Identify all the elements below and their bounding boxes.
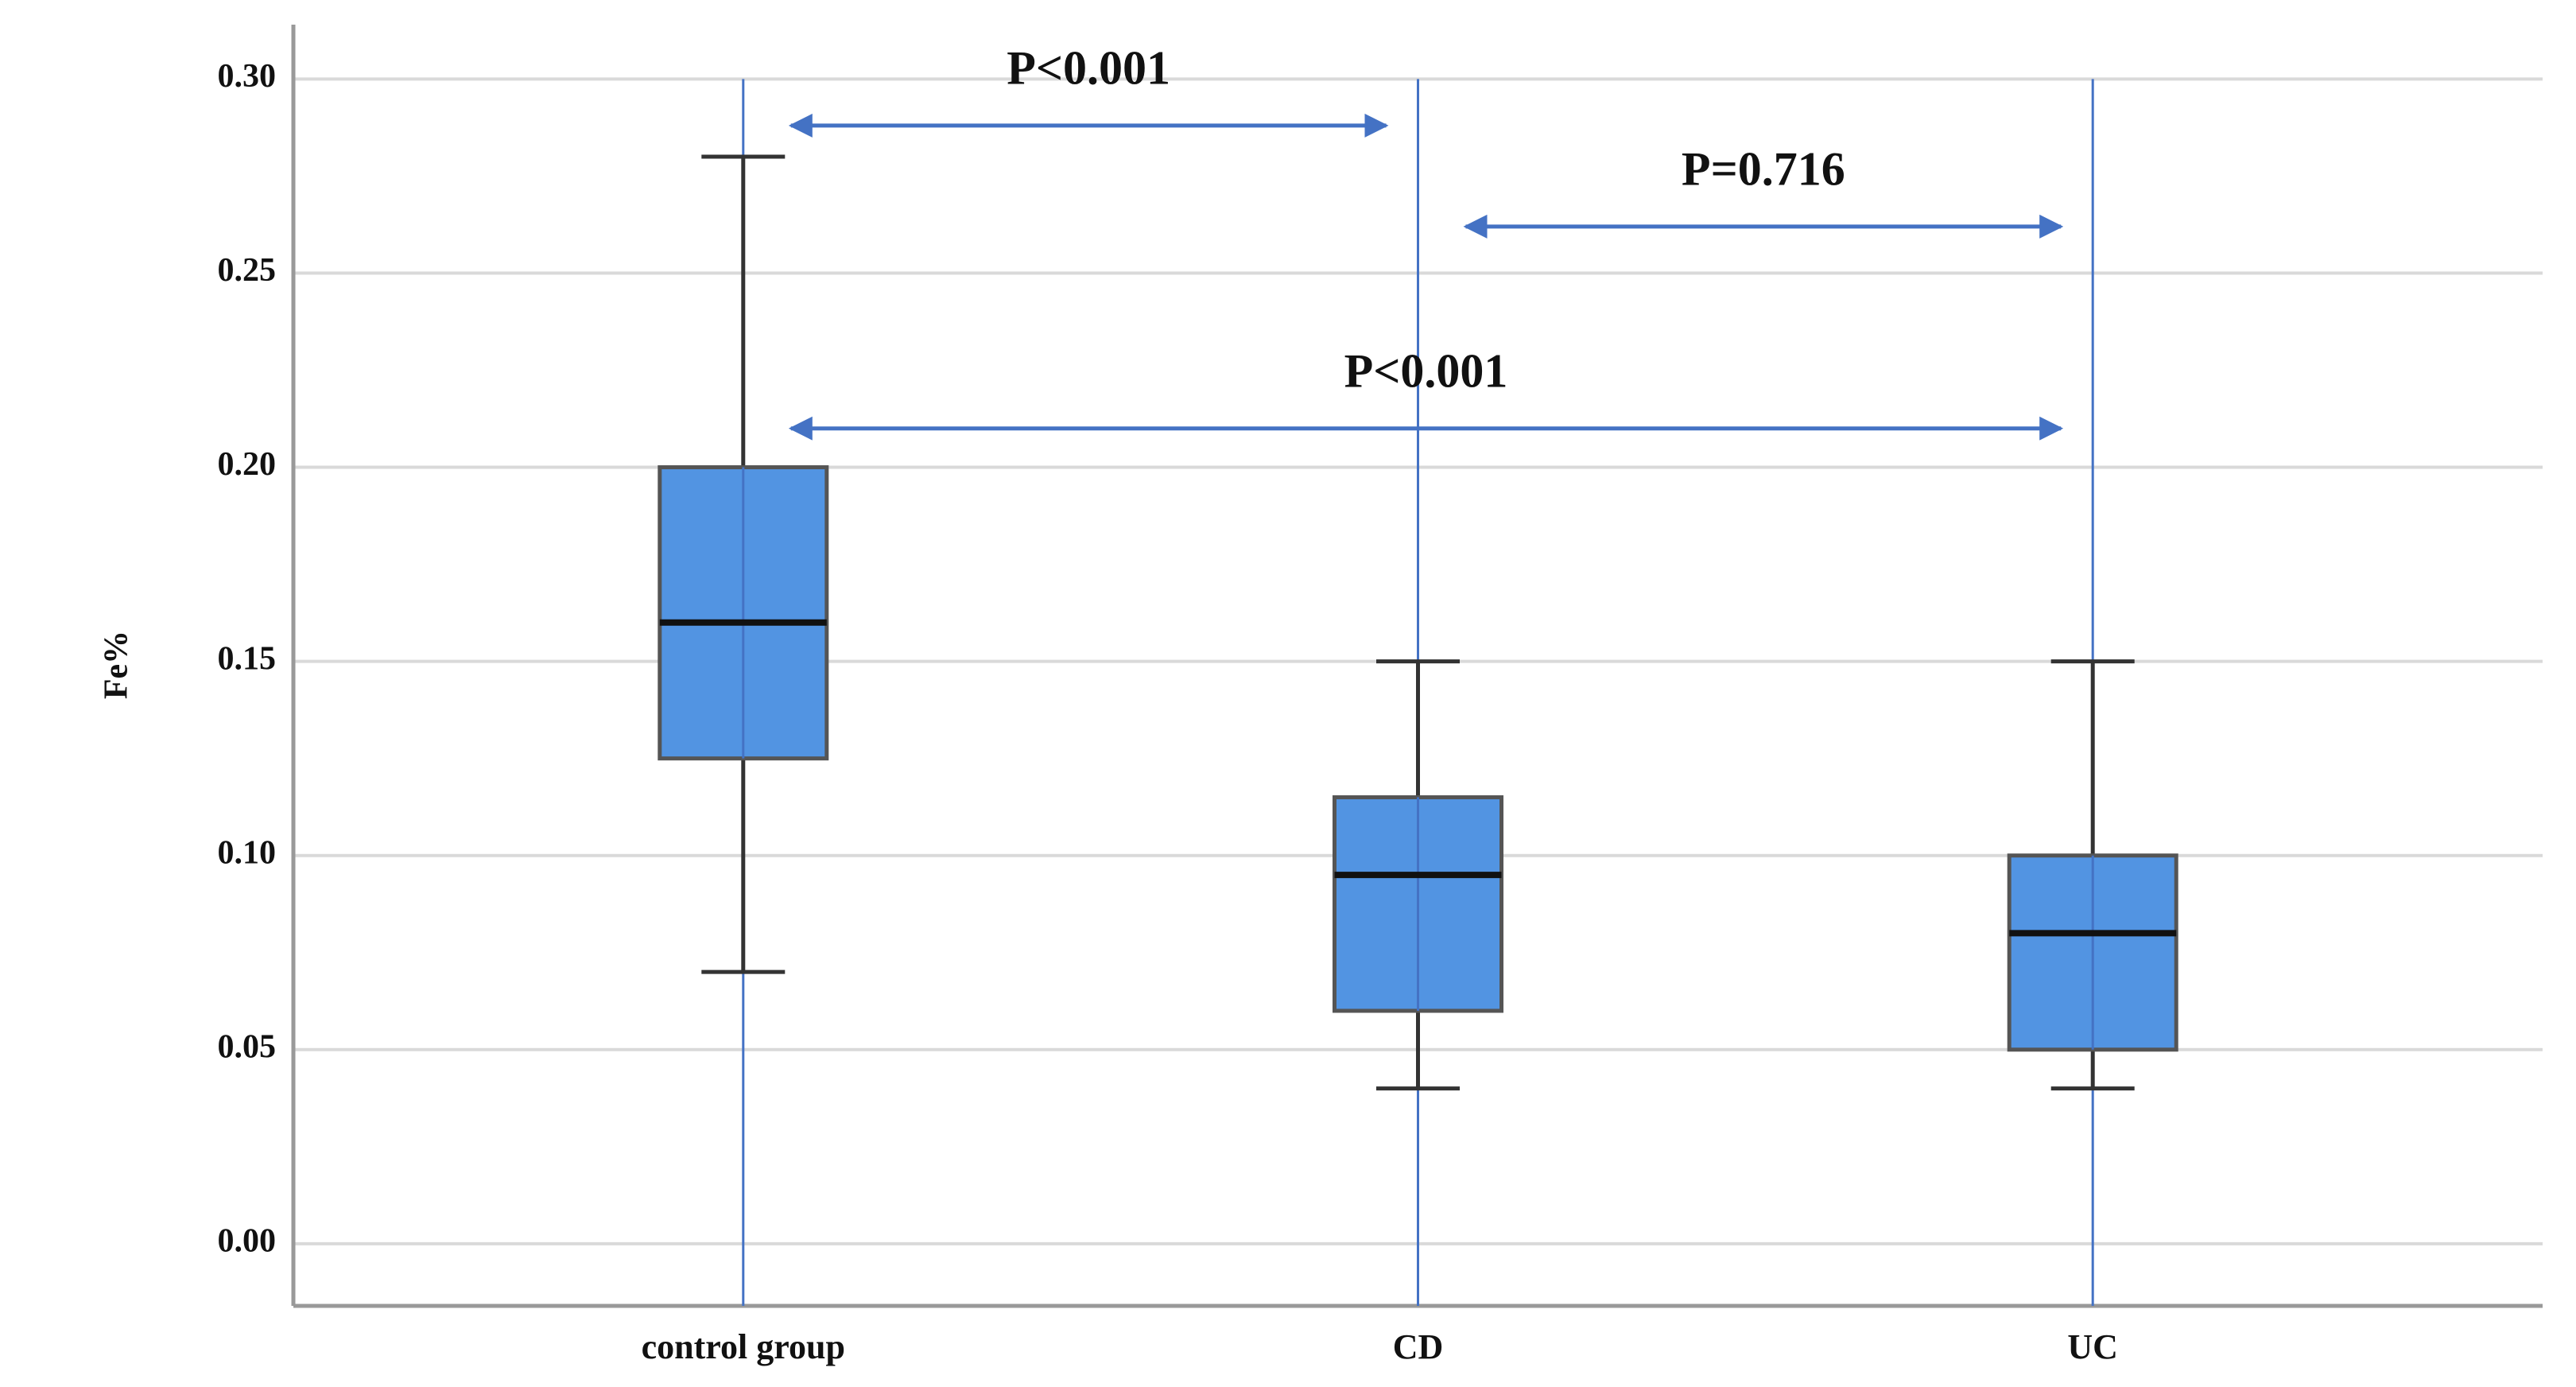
x-tick-label: CD [1393,1327,1444,1366]
y-tick-label: 0.00 [218,1223,277,1260]
y-tick-label: 0.10 [218,834,277,871]
x-tick-label: control group [642,1327,845,1366]
p-value-label: P<0.001 [1344,344,1508,397]
y-axis-label: Fe% [99,631,135,699]
y-tick-label: 0.25 [218,252,277,289]
y-tick-label: 0.05 [218,1028,277,1065]
y-tick-label: 0.30 [218,58,277,95]
p-value-label: P=0.716 [1682,143,1845,196]
x-tick-label: UC [2067,1327,2118,1366]
p-value-label: P<0.001 [1007,42,1170,95]
y-tick-label: 0.20 [218,446,277,483]
y-tick-label: 0.15 [218,640,277,677]
